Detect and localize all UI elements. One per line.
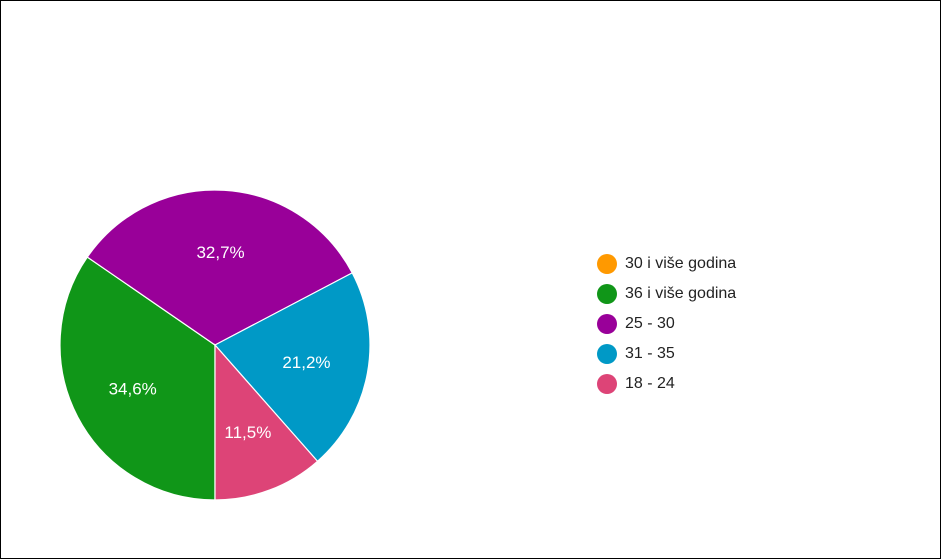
legend-swatch bbox=[597, 374, 617, 394]
pie-slice bbox=[86, 189, 354, 346]
slice-value-label: 11,5% bbox=[224, 423, 271, 442]
legend-label: 25 - 30 bbox=[625, 315, 675, 332]
legend-item: 31 - 35 bbox=[597, 343, 736, 365]
legend-swatch bbox=[597, 284, 617, 304]
legend: 30 i više godina 36 i više godina 25 - 30 3… bbox=[597, 253, 736, 403]
legend-item: 36 i više godina bbox=[597, 283, 736, 305]
slice-value-label: 32,7% bbox=[196, 243, 244, 262]
pie-slice bbox=[214, 343, 319, 501]
legend-item: 25 - 30 bbox=[597, 313, 736, 335]
legend-label: 31 - 35 bbox=[625, 345, 675, 362]
pie-slice bbox=[214, 272, 371, 463]
legend-swatch bbox=[597, 254, 617, 274]
legend-label: 30 i više godina bbox=[625, 255, 737, 272]
slice-value-label: 34,6% bbox=[109, 379, 157, 398]
pie-slice bbox=[59, 256, 216, 501]
legend-label: 36 i više godina bbox=[625, 285, 737, 302]
legend-label: 18 - 24 bbox=[625, 375, 675, 392]
legend-item: 30 i više godina bbox=[597, 253, 736, 275]
legend-item: 18 - 24 bbox=[597, 373, 736, 395]
legend-swatch bbox=[597, 314, 617, 334]
slice-value-label: 21,2% bbox=[282, 353, 330, 372]
legend-swatch bbox=[597, 344, 617, 364]
